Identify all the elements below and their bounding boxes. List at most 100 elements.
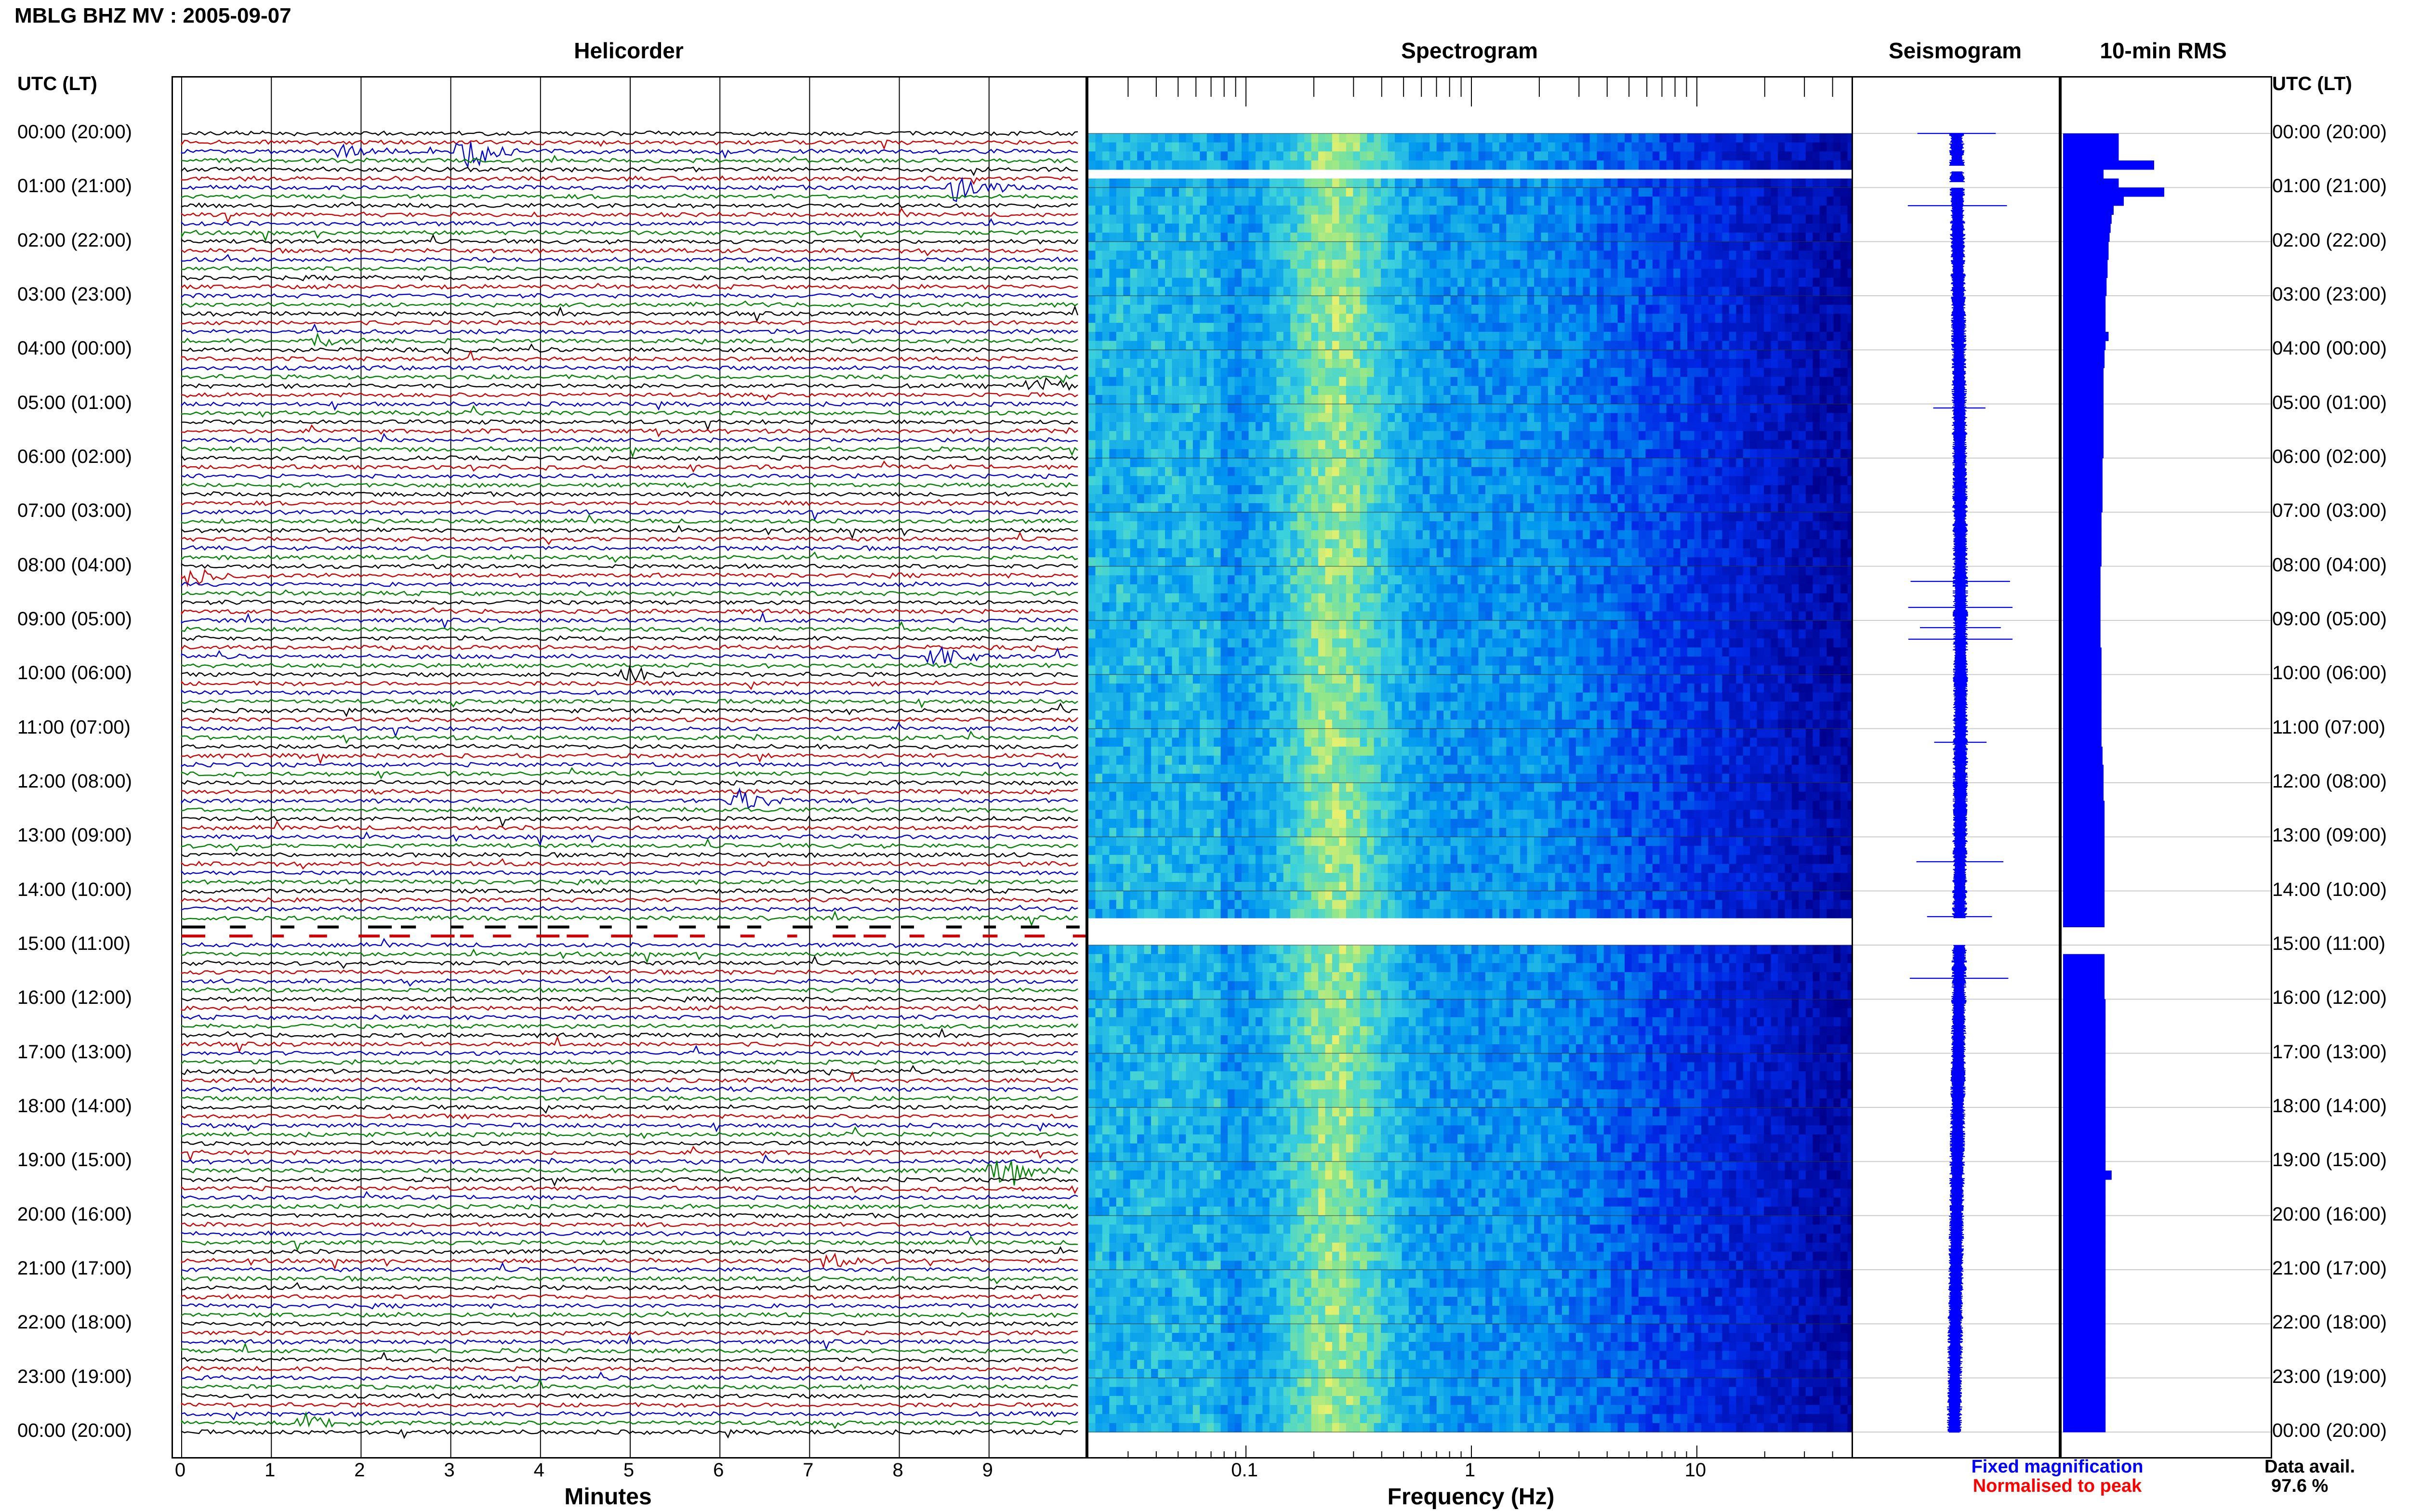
helicorder-trace	[181, 948, 1078, 964]
helicorder-trace	[181, 1371, 1078, 1382]
helicorder-trace	[181, 1378, 1078, 1390]
spectrogram-x-label: Frequency (Hz)	[1387, 1484, 1555, 1510]
rms-bar	[2063, 620, 2101, 630]
time-label-right: 00:00 (20:00)	[2272, 1420, 2387, 1441]
helicorder-trace	[181, 545, 1078, 552]
helicorder-trace	[181, 229, 1078, 242]
time-label-left: 05:00 (01:00)	[17, 392, 132, 413]
helicorder-trace	[181, 305, 1079, 323]
helicorder-trace	[181, 130, 1078, 137]
rms-bar	[2063, 260, 2108, 269]
helicorder-trace	[181, 1235, 1078, 1252]
rms-bar	[2063, 1305, 2106, 1315]
rms-bar	[2063, 1414, 2106, 1423]
time-label-right: 12:00 (08:00)	[2272, 771, 2387, 792]
rms-bar	[2063, 810, 2105, 819]
helicorder-tick-label: 6	[713, 1459, 724, 1481]
helicorder-trace	[181, 218, 1078, 227]
time-label-right: 20:00 (16:00)	[2272, 1203, 2387, 1225]
helicorder-trace	[181, 374, 1078, 383]
rms-bar	[2063, 1387, 2106, 1396]
rms-bar	[2063, 1125, 2106, 1135]
helicorder-tick-label: 4	[533, 1459, 544, 1481]
rms-bar	[2063, 1026, 2106, 1036]
helicorder-trace	[181, 142, 1078, 169]
time-label-right: 11:00 (07:00)	[2272, 716, 2385, 738]
rms-bar	[2063, 783, 2104, 792]
helicorder-trace	[181, 473, 1078, 479]
helicorder-trace	[181, 349, 1078, 362]
helicorder-trace	[181, 400, 1078, 411]
rms-bar	[2063, 1368, 2106, 1379]
rms-bar	[2063, 404, 2104, 413]
helicorder-panel	[172, 76, 1087, 1459]
helicorder-trace	[181, 433, 1078, 444]
rms-bar	[2063, 1161, 2106, 1171]
rms-bar	[2063, 719, 2102, 729]
rms-bar	[2063, 1179, 2106, 1189]
rms-bar	[2063, 494, 2103, 504]
rms-bar	[2063, 304, 2106, 314]
spectrogram-tick-label: 10	[1684, 1459, 1707, 1481]
rms-bar	[2063, 368, 2104, 377]
rms-bar	[2063, 801, 2105, 810]
time-label-right: 22:00 (18:00)	[2272, 1312, 2387, 1333]
helicorder-trace	[181, 1275, 1078, 1285]
helicorder-tick-label: 5	[623, 1459, 635, 1481]
rms-bar	[2063, 1378, 2106, 1387]
helicorder-trace	[181, 1122, 1078, 1132]
helicorder-trace	[181, 419, 1078, 432]
helicorder-trace	[181, 491, 1078, 498]
rms-bar	[2063, 891, 2105, 900]
spectrogram-plot	[1088, 78, 1852, 1457]
rms-bar	[2063, 1071, 2106, 1081]
time-label-left: 06:00 (02:00)	[17, 446, 132, 467]
helicorder-trace	[181, 581, 1078, 588]
rms-bar	[2063, 314, 2106, 323]
helicorder-trace	[181, 568, 1078, 588]
rms-bar	[2063, 323, 2106, 332]
seismogram-plot	[1853, 132, 2059, 1433]
time-label-right: 13:00 (09:00)	[2272, 825, 2387, 846]
rms-bar	[2063, 341, 2106, 350]
rms-bar	[2063, 918, 2105, 927]
helicorder-trace	[181, 446, 1078, 459]
time-label-left: 01:00 (21:00)	[17, 175, 132, 197]
rms-bar	[2063, 674, 2102, 684]
helicorder-trace	[181, 551, 1078, 563]
spectrogram-panel	[1087, 76, 1853, 1459]
helicorder-trace	[181, 1246, 1078, 1255]
rms-bar	[2063, 1098, 2106, 1108]
helicorder-trace	[181, 1212, 1078, 1219]
helicorder-trace	[181, 531, 1078, 545]
time-label-right: 03:00 (23:00)	[2272, 284, 2387, 305]
rms-bar	[2063, 512, 2102, 522]
seismogram-trace	[1907, 132, 2013, 1433]
helicorder-trace	[181, 247, 1078, 257]
helicorder-trace	[181, 969, 1078, 975]
rms-bar	[2063, 837, 2105, 846]
helicorder-trace	[181, 1351, 1078, 1363]
time-label-right: 18:00 (14:00)	[2272, 1095, 2387, 1117]
rms-bar	[2063, 1170, 2112, 1180]
rms-bar	[2063, 1405, 2106, 1414]
helicorder-trace	[181, 1302, 1078, 1310]
helicorder-trace	[181, 207, 1078, 224]
time-label-right: 06:00 (02:00)	[2272, 446, 2387, 467]
rms-bar	[2063, 1062, 2106, 1072]
time-label-left: 10:00 (06:00)	[17, 662, 132, 684]
helicorder-trace	[181, 975, 1078, 987]
helicorder-tick-label: 8	[892, 1459, 903, 1481]
rms-bar	[2063, 1251, 2106, 1261]
rms-bar	[2063, 855, 2105, 864]
rms-bar	[2063, 1396, 2106, 1406]
time-axis-header-left: UTC (LT)	[17, 73, 97, 94]
seismogram-title: Seismogram	[1888, 38, 2022, 63]
time-label-left: 08:00 (04:00)	[17, 554, 132, 576]
rms-bar	[2063, 178, 2119, 188]
rms-bar	[2063, 881, 2105, 892]
helicorder-trace	[181, 787, 1078, 809]
rms-bar	[2063, 1215, 2106, 1225]
time-label-left: 07:00 (03:00)	[17, 500, 132, 522]
helicorder-trace	[181, 405, 1078, 418]
